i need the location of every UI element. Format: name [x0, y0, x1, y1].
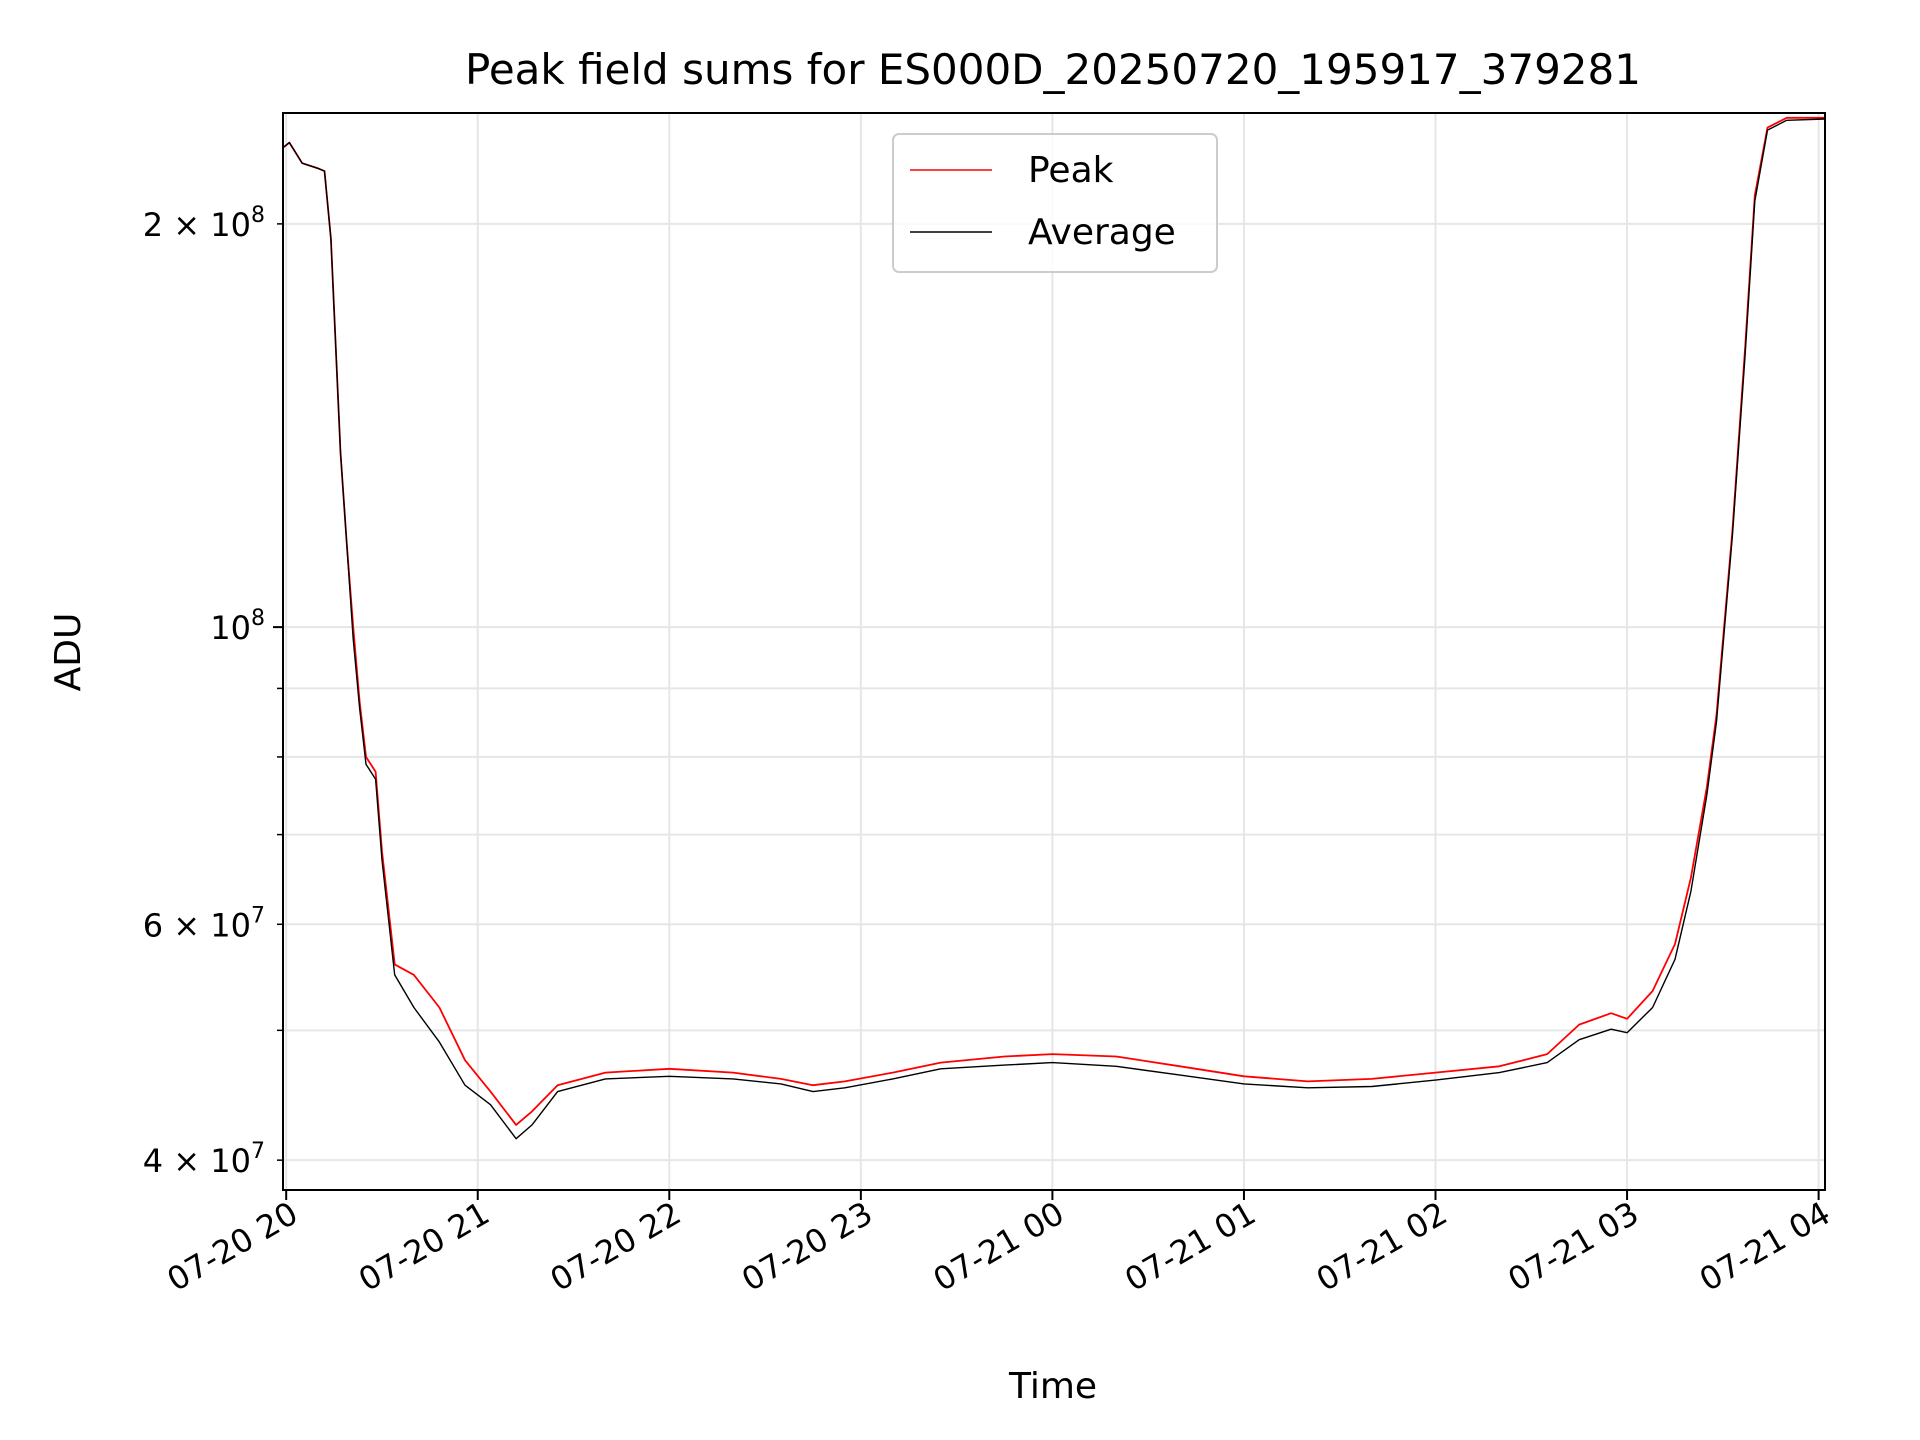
y-axis-label: ADU — [48, 613, 89, 692]
legend-box — [892, 133, 1218, 273]
y-tick-base: × 10 — [163, 906, 251, 944]
y-tick-label: 2 × 108 — [143, 203, 265, 244]
y-tick-base: 10 — [210, 609, 251, 647]
y-tick-exponent: 7 — [251, 1139, 265, 1164]
y-tick-label: 108 — [210, 606, 265, 647]
legend-label-average: Average — [1028, 212, 1176, 253]
plot-frame — [282, 112, 1826, 1191]
y-tick-mantissa: 4 — [143, 1142, 163, 1180]
y-tick-label: 4 × 107 — [143, 1139, 265, 1180]
legend: Peak Average — [892, 133, 1218, 273]
x-axis-label: Time — [1008, 1366, 1097, 1407]
y-tick-mantissa: 6 — [143, 906, 163, 944]
series-line-peak — [282, 116, 1825, 1126]
y-tick-label: 6 × 107 — [143, 903, 265, 944]
legend-label-peak: Peak — [1028, 150, 1114, 191]
grid — [283, 113, 1825, 1190]
chart-title: Peak field sums for ES000D_20250720_1959… — [465, 45, 1641, 94]
y-tick-base: × 10 — [163, 1142, 251, 1180]
series-layer — [282, 116, 1826, 1140]
y-tick-exponent: 8 — [251, 606, 265, 631]
series-line-average — [282, 118, 1826, 1140]
y-tick-mantissa: 2 — [143, 206, 163, 244]
y-tick-base: × 10 — [163, 206, 251, 244]
y-tick-exponent: 8 — [251, 203, 265, 228]
y-tick-exponent: 7 — [251, 903, 265, 928]
